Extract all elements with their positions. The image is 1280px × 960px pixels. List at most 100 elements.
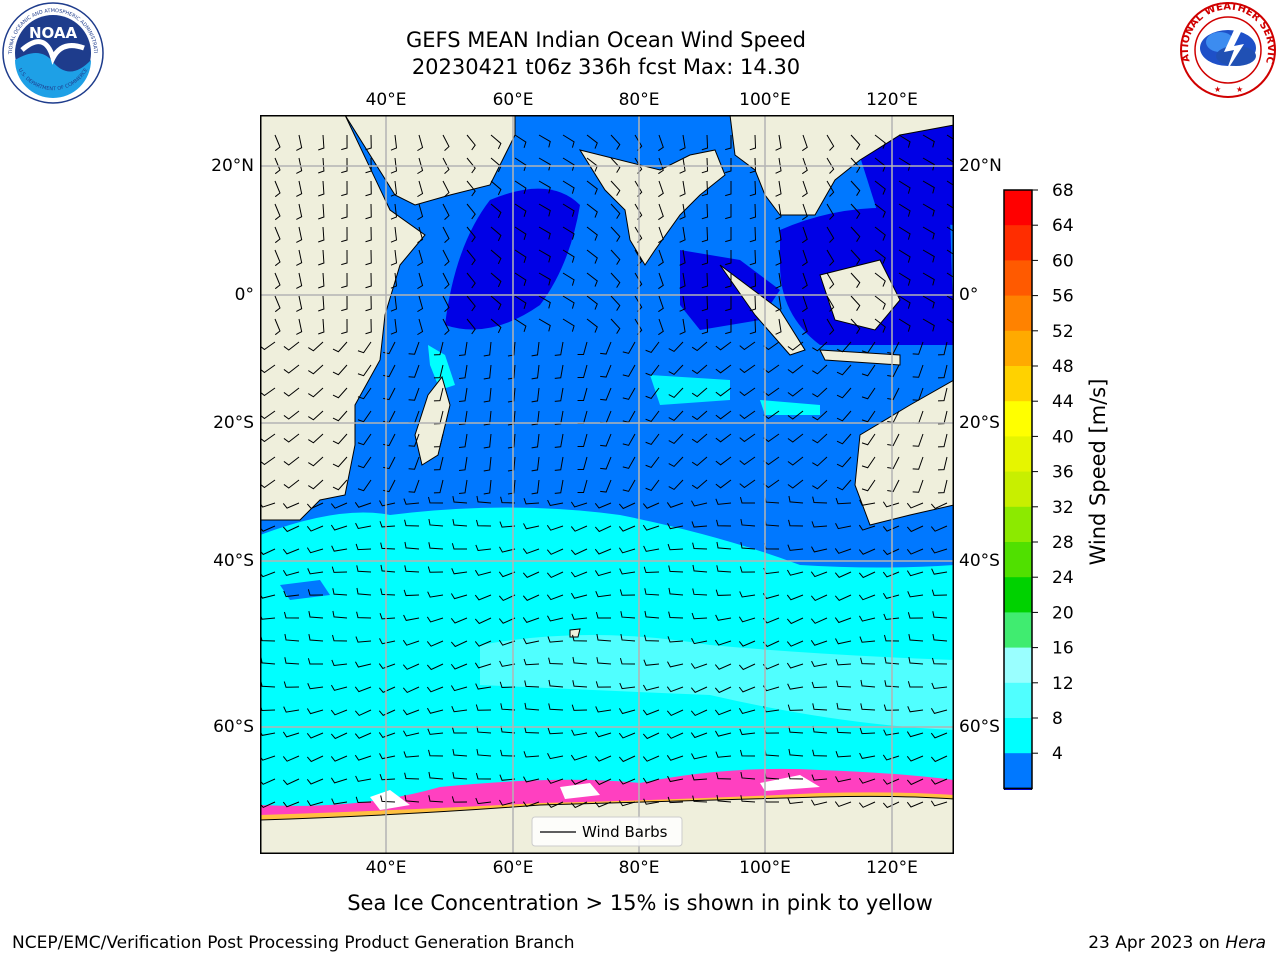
wind-barb (507, 341, 516, 357)
wind-barb (403, 589, 420, 597)
wind-barb (645, 456, 660, 469)
wind-barb (570, 548, 588, 556)
wind-barb (282, 755, 300, 762)
wind-barb (379, 613, 396, 620)
bottom-lon-label: 40°E (365, 858, 407, 878)
wind-barb (499, 546, 516, 553)
wind-barb (586, 203, 598, 218)
wind-barb (554, 364, 564, 379)
wind-barb (296, 134, 303, 151)
wind-barb (850, 134, 861, 150)
wind-barb (739, 341, 756, 351)
wind-barb (874, 180, 886, 195)
wind-barb (883, 729, 900, 736)
wind-barb (620, 633, 636, 642)
wind-barb (861, 410, 876, 423)
wind-barb (507, 433, 516, 449)
wind-barb (739, 479, 756, 489)
wind-barb (810, 571, 828, 578)
wind-barb (610, 180, 621, 196)
wind-barb (811, 521, 828, 528)
wind-barb (610, 134, 621, 150)
wind-barb (490, 318, 502, 334)
wind-barb (787, 387, 804, 397)
left-lat-label: 20°S (213, 413, 254, 433)
wind-barb (283, 681, 300, 688)
wind-barb (835, 751, 852, 758)
wind-barb (380, 588, 396, 596)
wind-barb (618, 732, 636, 739)
wind-barb (341, 134, 348, 151)
wind-barb (554, 479, 564, 494)
wind-barb (308, 433, 324, 444)
wind-barb (296, 249, 303, 266)
wind-barb (307, 568, 324, 575)
wind-barb (932, 633, 948, 642)
wind-barb (403, 751, 420, 758)
wind-barb (383, 456, 396, 470)
wind-barb (812, 703, 828, 711)
wind-barb (452, 772, 468, 780)
wind-barb (644, 634, 660, 642)
wind-barb (679, 157, 686, 174)
wind-barb (402, 663, 420, 670)
wind-barb (274, 157, 281, 175)
wind-barb (379, 521, 396, 528)
wind-barb (331, 545, 348, 552)
wind-barb (898, 157, 911, 171)
wind-barb (668, 387, 684, 399)
wind-barb (644, 610, 660, 619)
wind-barb (836, 433, 852, 445)
wind-barb (442, 318, 450, 335)
wind-barb (562, 157, 575, 171)
wind-barb (690, 732, 708, 739)
wind-barb (538, 157, 551, 171)
wind-barb (622, 456, 636, 469)
wind-barb (586, 318, 598, 333)
wind-barb (645, 433, 660, 446)
wind-barb (365, 180, 372, 197)
wind-barb (930, 778, 948, 785)
wind-barb (812, 725, 828, 734)
wind-barb (332, 341, 348, 353)
wind-barb (786, 594, 804, 601)
wind-barb (274, 295, 281, 313)
wind-barb (836, 410, 852, 422)
wind-barb (459, 410, 468, 426)
wind-barb (812, 410, 828, 421)
wind-barb (930, 547, 948, 554)
wind-barb (859, 499, 876, 506)
wind-barb (906, 731, 924, 738)
wind-barb (475, 797, 492, 805)
wind-barb (570, 571, 588, 578)
wind-barb (490, 203, 502, 219)
wind-barb (922, 157, 935, 171)
wind-barb (577, 341, 588, 356)
wind-barb (642, 709, 660, 716)
wind-barb (610, 157, 621, 173)
wind-barb (490, 272, 502, 288)
wind-barb (912, 341, 924, 355)
wind-barb (403, 498, 420, 505)
wind-barb (514, 272, 527, 286)
wind-barb (331, 798, 348, 805)
wind-barb (332, 588, 348, 596)
wind-barb (668, 587, 684, 596)
wind-barb (547, 499, 564, 506)
wind-barb (546, 524, 564, 531)
wind-barb (306, 732, 324, 739)
wind-barb (749, 295, 757, 312)
wind-barb (619, 568, 636, 575)
wind-barb (459, 387, 468, 403)
wind-barb (787, 341, 804, 351)
wind-barb (906, 570, 924, 577)
wind-barb (483, 387, 492, 403)
wind-barb (500, 725, 516, 734)
wind-barb (690, 686, 708, 693)
wind-barb (691, 479, 708, 490)
wind-barb (701, 157, 709, 174)
wind-barb (531, 479, 540, 495)
wind-barb (308, 456, 324, 467)
wind-barb (586, 180, 598, 195)
wind-barb (546, 801, 564, 808)
